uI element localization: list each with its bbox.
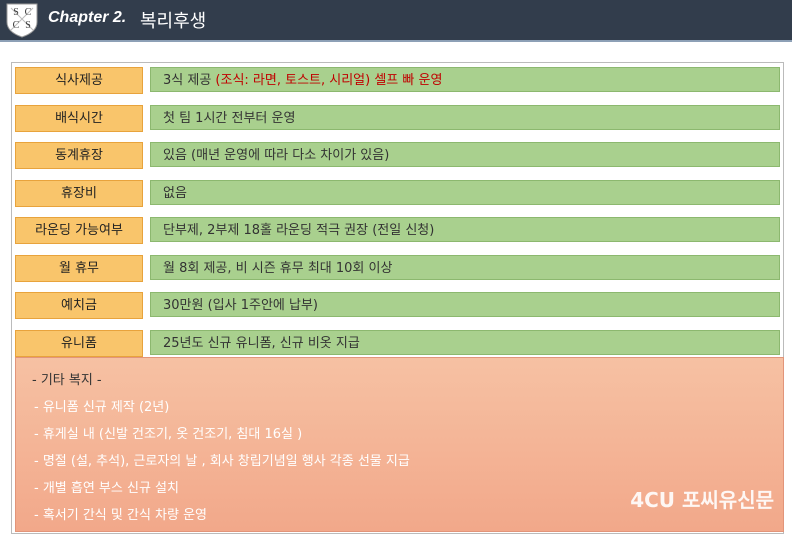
value-text: 월 8회 제공, 비 시즌 휴무 최대 10회 이상 <box>163 260 393 276</box>
value-text: 있음 (매년 운영에 따라 다소 차이가 있음) <box>163 148 390 163</box>
other-item: - 개별 흡연 부스 신규 설치 <box>34 481 179 496</box>
value-text: 첫 팀 1시간 전부터 운영 <box>163 110 296 126</box>
row-label: 휴장비 <box>15 179 143 207</box>
row-value: 3식 제공 (조식: 라면, 토스트, 시리얼) 셀프 빠 운영 <box>150 67 780 92</box>
value-text: 3식 제공 <box>163 73 216 88</box>
logo-letter: C <box>25 7 32 18</box>
row-value: 없음 <box>150 179 780 205</box>
value-text: 없음 <box>163 185 187 201</box>
value-text: 단부제, 2부제 18홀 라운딩 적극 권장 (전일 신청) <box>163 223 435 238</box>
watermark: 4CU 포씨유신문 <box>630 484 774 513</box>
other-item: - 혹서기 간식 및 간식 차량 운영 <box>34 508 208 523</box>
row-label: 유니폼 <box>15 329 143 357</box>
row-label: 배식시간 <box>15 104 143 132</box>
logo: S CC S <box>6 3 38 38</box>
row-label: 동계휴장 <box>15 142 143 169</box>
logo-letter: S <box>25 20 31 31</box>
title: Chapter 2. <box>48 9 127 26</box>
other-item: - 명절 (설, 추석), 근로자의 날 , 회사 창립기념일 행사 각종 선물… <box>34 454 410 469</box>
row-label: 식사제공 <box>15 67 143 94</box>
row-label: 월 휴무 <box>15 254 143 282</box>
other-item: - 유니폼 신규 제작 (2년) <box>34 400 170 415</box>
row-label: 라운딩 가능여부 <box>15 217 143 244</box>
row-label: 예치금 <box>15 292 143 319</box>
value-text: 25년도 신규 유니폼, 신규 비옷 지급 <box>163 335 360 351</box>
value-text: (조식: 라면, 토스트, 시리얼) 셀프 빠 운영 <box>215 73 443 88</box>
watermark-logo: 4CU <box>630 488 676 512</box>
other-benefits: - 기타 복지 - - 유니폼 신규 제작 (2년) - 휴게실 내 (신발 건조기… <box>15 357 784 532</box>
row-value: 있음 (매년 운영에 따라 다소 차이가 있음) <box>150 142 780 167</box>
subtitle: 복리후생 <box>140 11 207 32</box>
logo-letter: S <box>13 7 19 18</box>
logo-letter: C <box>13 20 20 31</box>
row-value: 단부제, 2부제 18홀 라운딩 적극 권장 (전일 신청) <box>150 217 780 242</box>
row-value: 첫 팀 1시간 전부터 운영 <box>150 104 780 130</box>
other-title: - 기타 복지 - <box>32 373 102 388</box>
row-value: 25년도 신규 유니폼, 신규 비옷 지급 <box>150 329 780 355</box>
row-value: 월 8회 제공, 비 시즌 휴무 최대 10회 이상 <box>150 254 780 280</box>
other-item: - 휴게실 내 (신발 건조기, 옷 건조기, 침대 16실 ) <box>34 427 303 442</box>
value-text: 30만원 (입사 1주안에 납부) <box>163 298 318 313</box>
row-value: 30만원 (입사 1주안에 납부) <box>150 292 780 317</box>
watermark-text: 포씨유신문 <box>682 488 774 512</box>
